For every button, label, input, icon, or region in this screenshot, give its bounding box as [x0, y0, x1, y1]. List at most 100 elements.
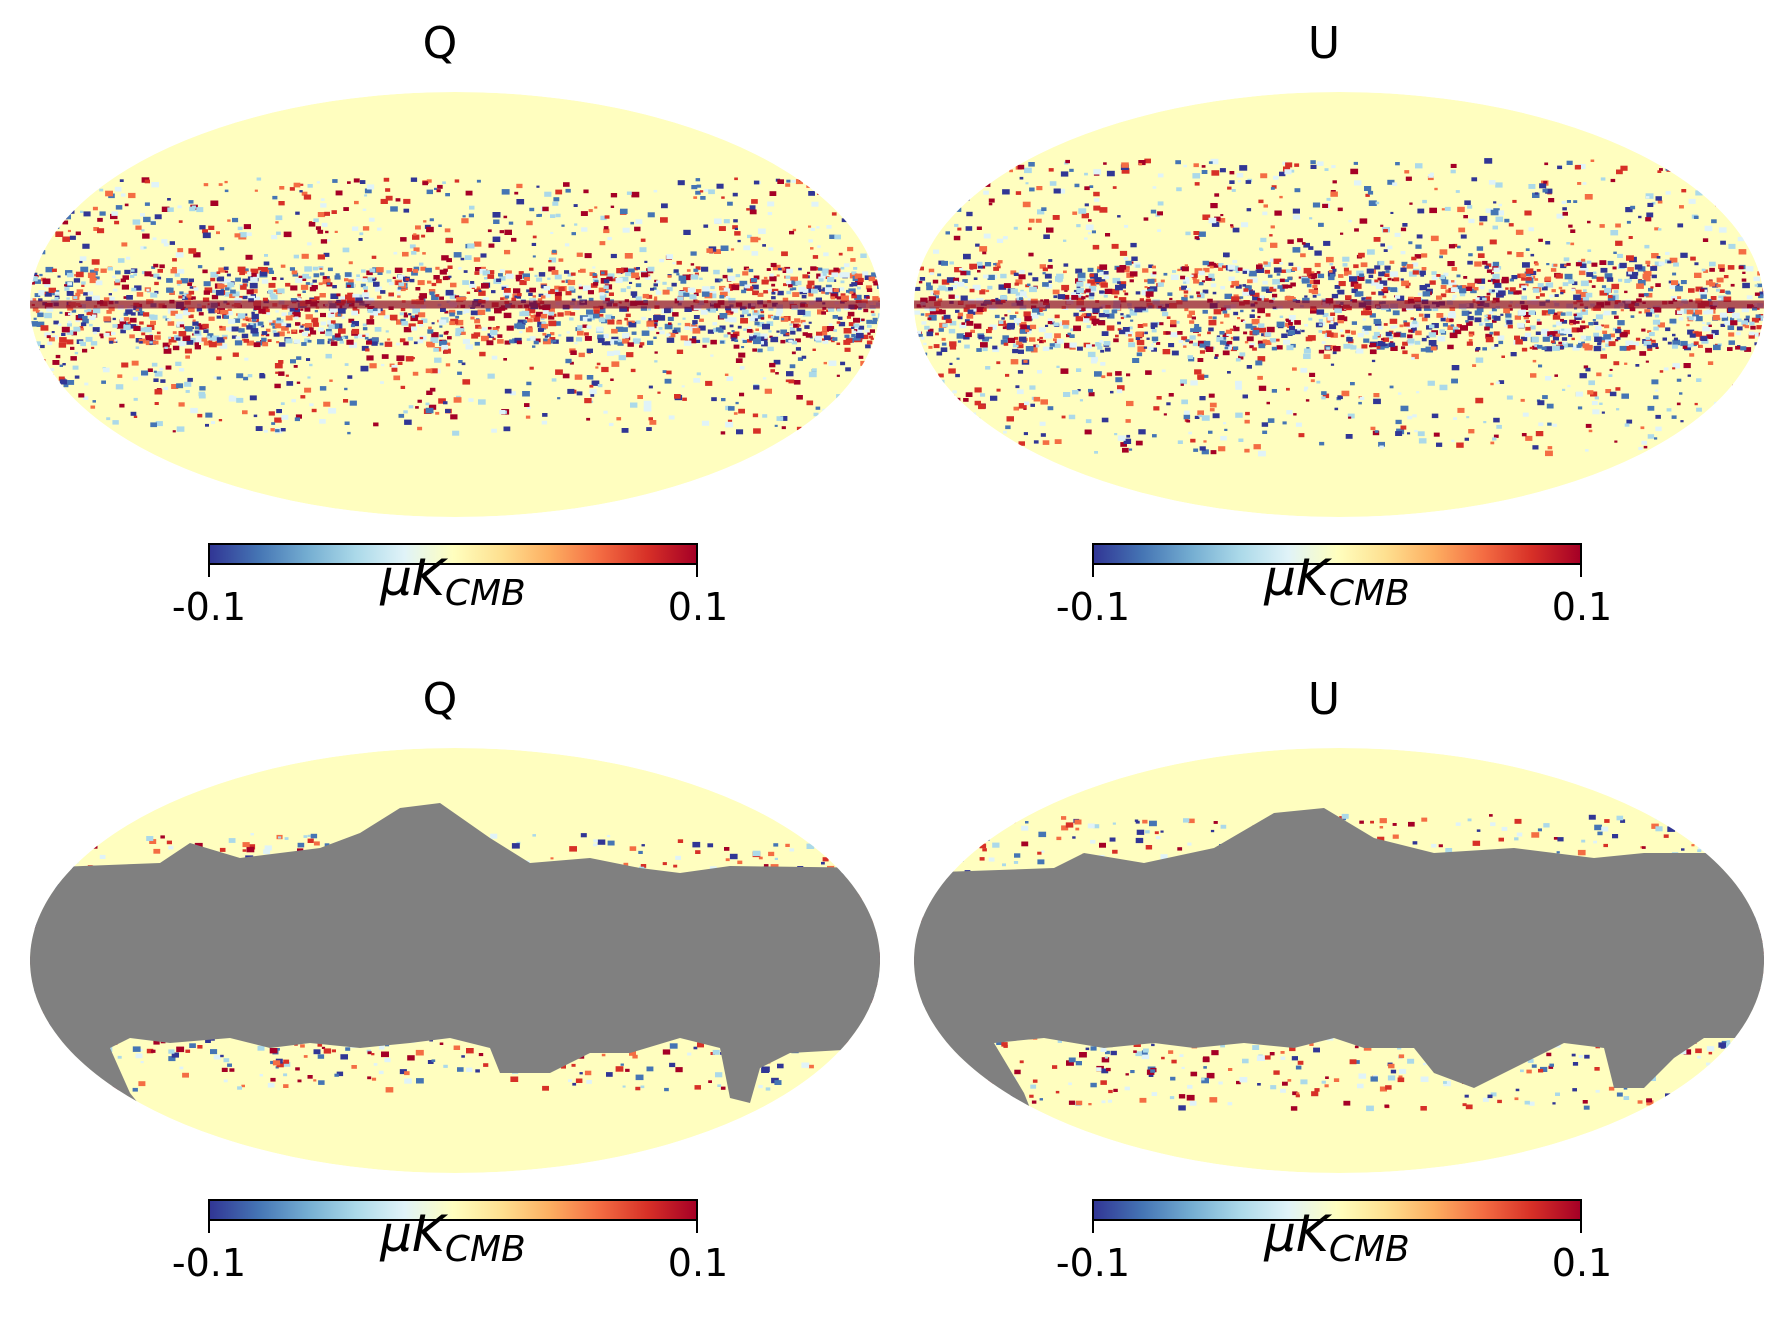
map-pixel-cluster [365, 348, 370, 352]
map-pixel-cluster [1117, 328, 1122, 331]
map-pixel-cluster [599, 292, 605, 296]
map-pixel-cluster [211, 421, 216, 424]
map-pixel-cluster [1450, 163, 1457, 168]
map-pixel-cluster [1162, 349, 1171, 355]
map-pixels [30, 92, 880, 517]
map-pixel-cluster [412, 269, 419, 273]
map-pixel-cluster [1290, 282, 1296, 287]
map-pixel-cluster [220, 309, 227, 315]
map-pixel-cluster [1145, 370, 1152, 375]
map-pixel-cluster [1588, 429, 1593, 433]
map-pixel-cluster [431, 322, 435, 325]
map-pixel-cluster [617, 339, 622, 343]
map-pixel-cluster [1078, 208, 1087, 214]
map-pixel-cluster [289, 307, 296, 312]
map-pixel-cluster [1665, 167, 1671, 171]
map-pixel-cluster [1569, 319, 1576, 325]
map-pixel-cluster [492, 212, 501, 218]
map-pixel-cluster [548, 266, 556, 272]
map-pixel-cluster [1467, 260, 1473, 265]
map-pixel-cluster [91, 314, 97, 318]
map-pixel-cluster [117, 258, 125, 263]
map-pixel-cluster [1223, 252, 1230, 258]
map-pixel-cluster [1452, 326, 1459, 331]
map-pixel-cluster [633, 267, 638, 271]
map-pixel-cluster [388, 292, 394, 297]
map-pixel-cluster [1258, 343, 1266, 349]
map-pixel-cluster [808, 191, 815, 196]
map-pixel-cluster [348, 318, 355, 323]
map-pixel-cluster [378, 308, 383, 312]
map-pixel-cluster [374, 286, 382, 292]
map-pixel-cluster [1285, 162, 1293, 168]
map-pixel-cluster [1000, 339, 1008, 345]
map-pixel-cluster [82, 318, 89, 324]
map-pixel-cluster [1456, 274, 1461, 278]
map-pixel-cluster [1420, 274, 1425, 277]
map-pixel-cluster [311, 317, 319, 323]
map-pixel-cluster [644, 260, 648, 263]
map-pixel-cluster [285, 374, 289, 377]
map-pixel-cluster [468, 213, 474, 218]
map-pixel-cluster [1220, 321, 1224, 324]
map-pixel-cluster [796, 395, 803, 400]
map-pixel-cluster [754, 321, 760, 326]
map-pixel-cluster [668, 322, 672, 325]
map-pixel-cluster [1607, 295, 1616, 301]
map-pixel-cluster [927, 328, 934, 333]
map-pixel-cluster [1316, 380, 1321, 384]
map-pixel-cluster [251, 289, 258, 294]
map-pixel-cluster [1402, 223, 1408, 227]
map-pixel-cluster [1037, 209, 1045, 215]
map-pixel-cluster [1111, 288, 1120, 295]
map-pixel-cluster [727, 266, 731, 269]
map-pixel-cluster [1225, 343, 1230, 347]
map-pixel-cluster [924, 325, 930, 330]
map-pixel-cluster [1524, 210, 1532, 216]
map-pixel-cluster [1037, 312, 1041, 315]
map-pixel-cluster [513, 288, 521, 294]
map-pixel-cluster [100, 336, 104, 339]
map-pixel-cluster [1115, 334, 1119, 338]
map-pixel-cluster [1570, 323, 1574, 326]
map-pixel-cluster [1387, 245, 1393, 250]
map-pixel-cluster [257, 266, 263, 271]
map-pixel-cluster [290, 285, 298, 291]
map-pixel-cluster [1003, 283, 1011, 288]
map-pixel-cluster [243, 270, 249, 274]
map-pixel-cluster [524, 403, 530, 407]
map-pixel-cluster [989, 336, 993, 339]
map-pixel-cluster [82, 315, 88, 320]
map-pixel-cluster [1568, 224, 1573, 228]
map-pixel-cluster [1523, 311, 1531, 317]
map-pixel-cluster [1251, 318, 1260, 325]
map-pixel-cluster [185, 355, 190, 359]
map-pixel-cluster [250, 277, 258, 283]
map-pixel-cluster [1246, 365, 1252, 369]
map-pixel-cluster [342, 247, 350, 253]
map-pixel-cluster [855, 422, 859, 425]
map-pixel-cluster [755, 328, 759, 331]
map-pixel-cluster [786, 268, 793, 274]
map-pixel-cluster [95, 280, 103, 286]
map-pixel-cluster [980, 393, 986, 397]
map-pixel-cluster [1570, 242, 1575, 246]
map-pixel-cluster [789, 230, 795, 235]
map-pixel-cluster [792, 281, 798, 286]
map-pixel-cluster [771, 296, 776, 300]
map-pixel-cluster [552, 249, 557, 253]
map-pixel-cluster [731, 330, 735, 333]
map-pixel-cluster [346, 339, 354, 345]
map-pixel-cluster [857, 277, 864, 283]
map-pixel-cluster [260, 325, 265, 328]
map-pixel-cluster [202, 232, 211, 239]
map-pixel-cluster [217, 283, 225, 289]
map-pixel-cluster [1186, 419, 1191, 423]
map-pixel-cluster [1160, 279, 1165, 283]
map-pixel-cluster [872, 296, 879, 301]
map-pixel-cluster [190, 407, 198, 414]
map-pixel-cluster [743, 245, 751, 251]
map-pixel-cluster [1429, 324, 1435, 329]
map-pixel-cluster [1647, 434, 1655, 439]
map-pixel-cluster [288, 311, 293, 316]
